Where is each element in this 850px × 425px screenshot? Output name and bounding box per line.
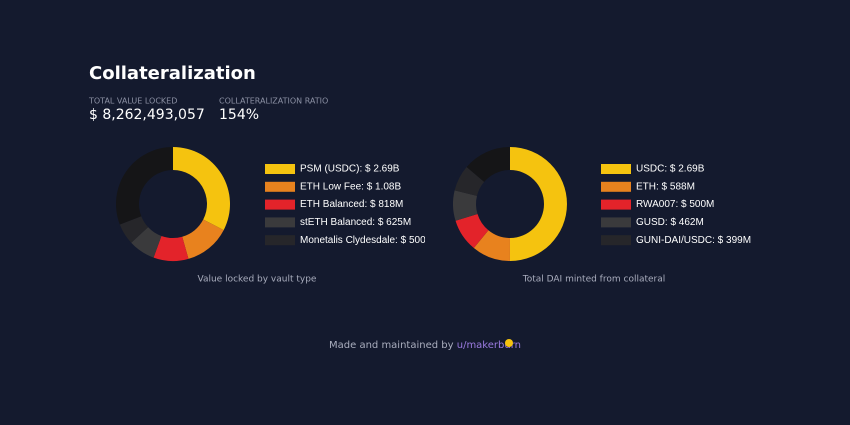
- stat-label: COLLATERALIZATION RATIO: [219, 97, 328, 106]
- legend-label: USDC: $ 2.69B: [636, 164, 705, 175]
- donut-slice: [454, 167, 485, 196]
- stat-value: 154%: [219, 107, 259, 123]
- chart-caption: Total DAI minted from collateral: [522, 275, 666, 285]
- donut-slice: [466, 147, 510, 182]
- donut-slice: [182, 219, 224, 259]
- donut-slice: [473, 230, 510, 261]
- donut-slice: [153, 235, 189, 261]
- legend-swatch: [265, 181, 295, 192]
- donut-slice: [119, 216, 149, 243]
- legend-swatch: [601, 164, 631, 174]
- chart-caption: Value locked by vault type: [198, 275, 317, 285]
- legend-swatch: [601, 199, 631, 210]
- legend-label: stETH Balanced: $ 625M: [300, 217, 411, 228]
- donut-slice: [173, 147, 230, 231]
- legend: PSM (USDC): $ 2.69B ETH Low Fee: $ 1.08B E…: [265, 164, 434, 246]
- donut-slice: [115, 147, 173, 225]
- legend-swatch: [265, 235, 295, 246]
- legend-label: ETH Low Fee: $ 1.08B: [300, 181, 401, 192]
- legend-swatch: [601, 217, 631, 228]
- bulb-icon: [505, 339, 513, 347]
- legend-swatch: [265, 164, 295, 174]
- donut-slice: [455, 214, 489, 249]
- legend: USDC: $ 2.69B ETH: $ 588M RWA007: $ 500M GU…: [601, 164, 751, 246]
- donut-slice: [453, 190, 478, 221]
- legend-swatch: [265, 217, 295, 228]
- page-title: Collateralization: [89, 63, 256, 84]
- legend-swatch: [601, 181, 631, 192]
- donut-slice: [131, 227, 162, 258]
- legend-label: ETH Balanced: $ 818M: [300, 199, 403, 210]
- donut-slice: [509, 147, 567, 261]
- legend-label: Monetalis Clydesdale: $ 500M: [300, 235, 434, 246]
- legend-label: GUNI-DAI/USDC: $ 399M: [636, 235, 751, 246]
- footer-text: Made and maintained by: [329, 340, 454, 351]
- stat-label: TOTAL VALUE LOCKED: [88, 97, 177, 106]
- legend-swatch: [265, 199, 295, 210]
- legend-label: GUSD: $ 462M: [636, 217, 704, 228]
- legend-label: RWA007: $ 500M: [636, 199, 714, 210]
- footer: Made and maintained by u/makerburn: [329, 340, 521, 351]
- legend-label: PSM (USDC): $ 2.69B: [300, 164, 400, 175]
- legend-label: ETH: $ 588M: [636, 181, 695, 192]
- footer-link[interactable]: u/makerburn: [457, 340, 521, 351]
- legend-swatch: [601, 235, 631, 246]
- stat-value: $ 8,262,493,057: [89, 107, 205, 123]
